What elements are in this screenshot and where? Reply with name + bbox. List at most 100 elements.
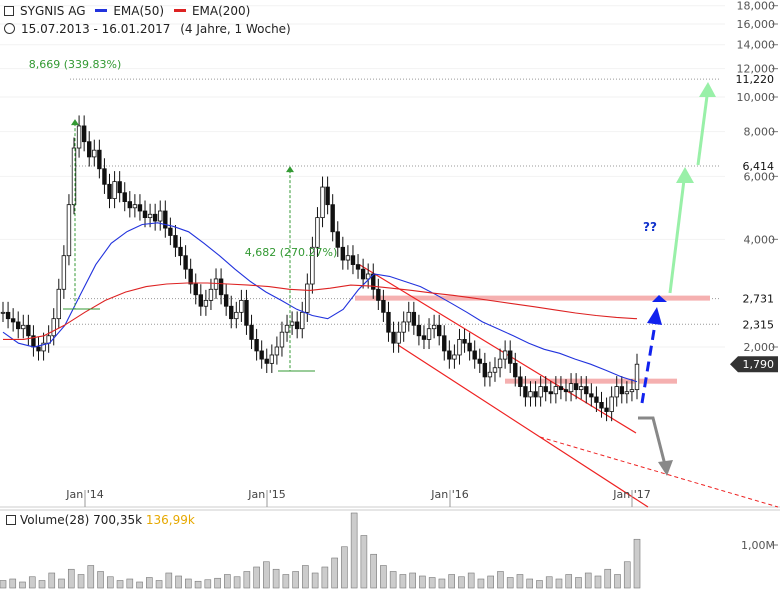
price-level-label: 6,414 [743, 160, 775, 173]
candle-body [16, 321, 21, 330]
candle-body [102, 168, 107, 185]
candle-body [127, 201, 132, 209]
period-note: (4 Jahre, 1 Woche) [180, 22, 291, 36]
volume-bar [58, 578, 65, 589]
candle-body [36, 346, 41, 352]
candle-body [132, 204, 138, 209]
candle-body [396, 331, 401, 344]
gain-arrowhead [286, 166, 294, 173]
period-range: 15.07.2013 - 16.01.2017 [21, 22, 171, 36]
candle-body [381, 299, 386, 313]
candle-body [589, 393, 594, 398]
candle-body [472, 350, 477, 360]
volume-bar [399, 574, 407, 589]
candle-body [426, 328, 432, 340]
candle-body [619, 386, 624, 395]
collapse-box-icon[interactable] [4, 6, 14, 16]
candle-body [325, 186, 330, 206]
candle-body [208, 288, 214, 301]
volume-bar [97, 571, 104, 589]
candle-body [0, 311, 6, 314]
candle-body [254, 339, 259, 352]
time-axis: Jan '14 Jan '15 Jan '16 Jan '17 [65, 488, 651, 507]
candle-body [51, 318, 56, 337]
candle-body [386, 311, 391, 333]
volume-bar [448, 574, 455, 589]
candle-body [523, 386, 528, 398]
x-tick-label: Jan '15 [247, 488, 285, 501]
candle-body [300, 311, 305, 330]
candle-body [274, 346, 280, 356]
candle-body [502, 350, 508, 360]
green-arrowhead-2 [699, 82, 716, 97]
candle-body [87, 141, 92, 158]
candle-body [71, 147, 77, 206]
volume-bar [38, 580, 46, 589]
volume-bar [458, 576, 465, 589]
y-tick-label: 16,000 [737, 18, 776, 31]
volume-bar [584, 572, 592, 589]
candle-body [294, 321, 300, 330]
candle-body [203, 299, 209, 307]
volume-bar [146, 577, 153, 589]
volume-bar [194, 580, 202, 589]
candle-body [315, 217, 320, 248]
x-tick-label: Jan '17 [612, 488, 650, 501]
volume-bar [253, 566, 260, 589]
last-price-label: 1,790 [743, 358, 775, 371]
candle-body [487, 371, 493, 378]
green-arrow-2 [696, 95, 709, 166]
blue-dashed-arrow [640, 317, 658, 404]
candle-body [594, 396, 599, 403]
ema50-label: EMA(50) [113, 4, 165, 18]
volume-legend: Volume(28) 700,35k 136,99k [6, 513, 195, 527]
candle-body [112, 181, 117, 199]
scenario-arrows: ?? [638, 82, 716, 476]
price-level-label: 2,315 [743, 318, 775, 331]
candle-body [477, 358, 482, 364]
candle-body [137, 204, 143, 212]
volume-bar [126, 578, 134, 589]
volume-bar [331, 557, 338, 589]
channel-upper-line [359, 264, 637, 434]
candle-body [406, 311, 411, 323]
candle-body [5, 311, 11, 320]
y-tick-label: 6,000 [744, 170, 776, 183]
volume-bar [263, 561, 270, 589]
volume-value-1: 700,35k [93, 513, 143, 527]
volume-bar [614, 574, 621, 589]
candle-body [411, 311, 417, 326]
volume-tick-label: 1,00M [741, 539, 775, 552]
volume-bar [224, 574, 231, 589]
candle-body [538, 386, 543, 398]
volume-bar [350, 512, 358, 589]
green-arrowhead-1 [676, 167, 694, 183]
candle-body [249, 324, 254, 340]
x-tick-label: Jan '16 [430, 488, 468, 501]
last-price-badge [730, 356, 778, 373]
volume-bar [233, 576, 241, 589]
candle-body [431, 324, 437, 330]
volume-bar [282, 574, 290, 589]
candle-body [92, 149, 97, 158]
candle-body [528, 391, 533, 398]
volume-bar [136, 581, 143, 589]
clock-icon [4, 23, 15, 34]
volume-bar [214, 577, 221, 589]
grey-arrow [638, 416, 667, 466]
price-annotations: 8,669 (339.83%) 4,682 (270.27%) [29, 58, 337, 372]
volume-bar [311, 572, 319, 589]
resistance-zone-upper [355, 295, 710, 301]
volume-bar [594, 575, 602, 589]
collapse-box-icon[interactable] [6, 515, 16, 525]
candle-body [269, 354, 275, 364]
candle-body [442, 335, 447, 352]
volume-bar [48, 572, 56, 589]
gain-arrowhead [71, 119, 79, 126]
price-axis: 18,000 16,000 14,000 12,000 10,000 8,000 6,000… [730, 0, 778, 373]
candle-body [548, 391, 553, 395]
candle-body [223, 294, 229, 307]
candle-body [365, 273, 371, 280]
channel-lower-line [397, 344, 649, 508]
